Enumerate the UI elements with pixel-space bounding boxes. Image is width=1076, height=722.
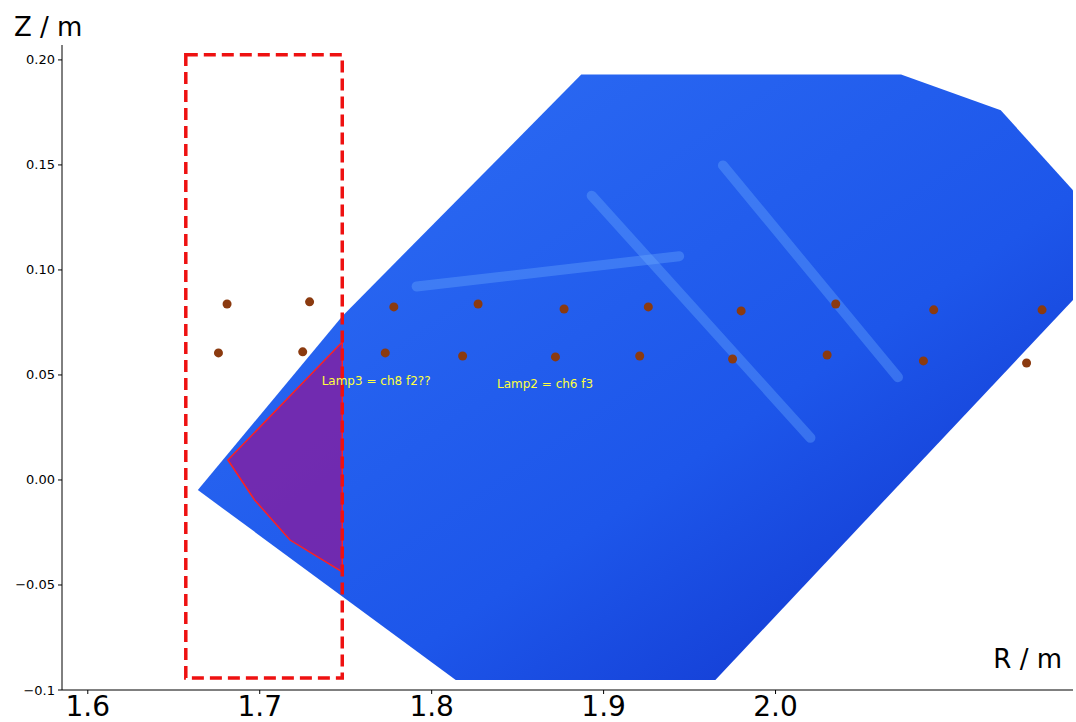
scatter-point <box>1022 358 1031 367</box>
y-tick-label: 0.10 <box>26 262 55 277</box>
highlight-box <box>186 55 342 678</box>
y-tick <box>58 479 62 480</box>
scatter-point <box>381 348 390 357</box>
y-tick <box>58 164 62 165</box>
scatter-point <box>929 305 938 314</box>
y-tick-label: 0.05 <box>26 367 55 382</box>
y-axis-line <box>62 45 63 690</box>
scatter-point <box>551 352 560 361</box>
x-tick-label: 1.6 <box>66 690 111 722</box>
y-tick-label: −0.05 <box>15 577 55 592</box>
plot-area <box>186 55 1073 680</box>
annotation: Lamp3 = ch8 f2?? <box>322 374 431 388</box>
y-tick <box>58 59 62 60</box>
scatter-point <box>919 356 928 365</box>
scatter-point <box>1038 305 1047 314</box>
scatter-point <box>298 347 307 356</box>
annotation: Lamp2 = ch6 f3 <box>497 377 593 391</box>
chart: Lamp3 = ch8 f2?? Lamp2 = ch6 f3 1.6 1.7 1.8 1… <box>0 0 1076 722</box>
image-detail <box>723 165 898 377</box>
scatter-point <box>728 354 737 363</box>
scatter-point <box>823 351 832 360</box>
y-axis-title: Z / m <box>14 12 82 42</box>
camera-image <box>198 75 1073 680</box>
y-tick <box>58 374 62 375</box>
x-axis-title: R / m <box>993 644 1062 674</box>
y-tick <box>58 269 62 270</box>
scatter-point <box>223 299 232 308</box>
y-tick-label: −0.1 <box>23 683 55 698</box>
image-detail <box>417 256 680 286</box>
x-axis-line <box>62 690 1073 691</box>
scatter-point <box>214 348 223 357</box>
x-tick-label: 1.8 <box>409 690 454 722</box>
y-tick-label: 0.00 <box>26 472 55 487</box>
y-tick <box>58 690 62 691</box>
scatter-point <box>737 306 746 315</box>
scatter-point <box>635 352 644 361</box>
y-tick-label: 0.20 <box>26 52 55 67</box>
scatter-point <box>831 299 840 308</box>
x-tick-label: 2.0 <box>753 690 798 722</box>
scatter-point <box>389 302 398 311</box>
y-tick-label: 0.15 <box>26 157 55 172</box>
scatter-point <box>560 305 569 314</box>
scatter-point <box>644 302 653 311</box>
x-tick-label: 1.7 <box>237 690 282 722</box>
y-tick <box>58 584 62 585</box>
x-tick-label: 1.9 <box>581 690 626 722</box>
scatter-point <box>305 297 314 306</box>
scatter-point <box>474 299 483 308</box>
scatter-point <box>458 352 467 361</box>
